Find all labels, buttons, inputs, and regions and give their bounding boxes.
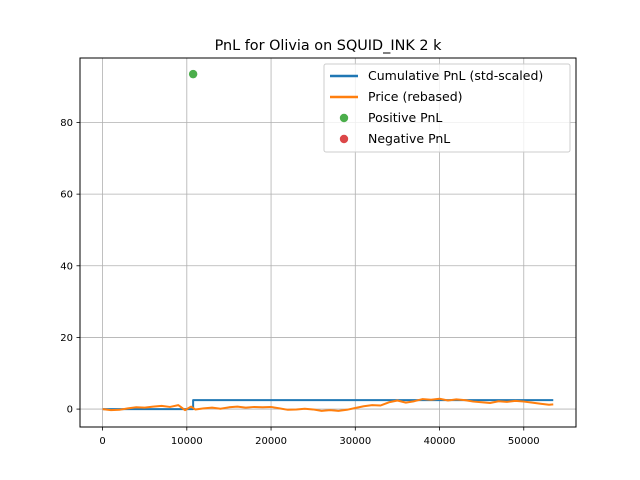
x-tick-label: 30000	[339, 436, 371, 447]
y-tick-label: 0	[67, 405, 73, 416]
legend-label: Price (rebased)	[368, 89, 463, 104]
axis-ticks: 0 10000 20000 30000 40000 50000 0 20 40 60 80	[60, 118, 539, 447]
y-tick-label: 40	[60, 261, 73, 272]
x-tick-label: 40000	[424, 436, 456, 447]
legend: Cumulative PnL (std-scaled) Price (rebase…	[323, 63, 571, 153]
plot-series	[102, 69, 554, 412]
x-tick-label: 50000	[508, 436, 540, 447]
series-line-0	[102, 399, 554, 411]
plot-frame	[79, 57, 577, 428]
legend-box	[323, 63, 571, 153]
y-tick-label: 80	[60, 118, 73, 129]
y-tick-label: 20	[60, 333, 73, 344]
scatter-point	[188, 69, 198, 79]
series-line-1	[102, 397, 554, 412]
legend-label: Positive PnL	[368, 110, 442, 125]
x-tick-label: 0	[99, 436, 105, 447]
chart-title: PnL for Olivia on SQUID_INK 2 k	[215, 38, 442, 54]
x-tick-label: 10000	[171, 436, 203, 447]
y-tick-label: 60	[60, 190, 73, 201]
legend-label: Negative PnL	[368, 131, 450, 146]
legend-label: Cumulative PnL (std-scaled)	[368, 68, 543, 83]
legend-swatch	[339, 113, 349, 123]
x-tick-label: 20000	[255, 436, 287, 447]
legend-swatch	[339, 134, 349, 144]
